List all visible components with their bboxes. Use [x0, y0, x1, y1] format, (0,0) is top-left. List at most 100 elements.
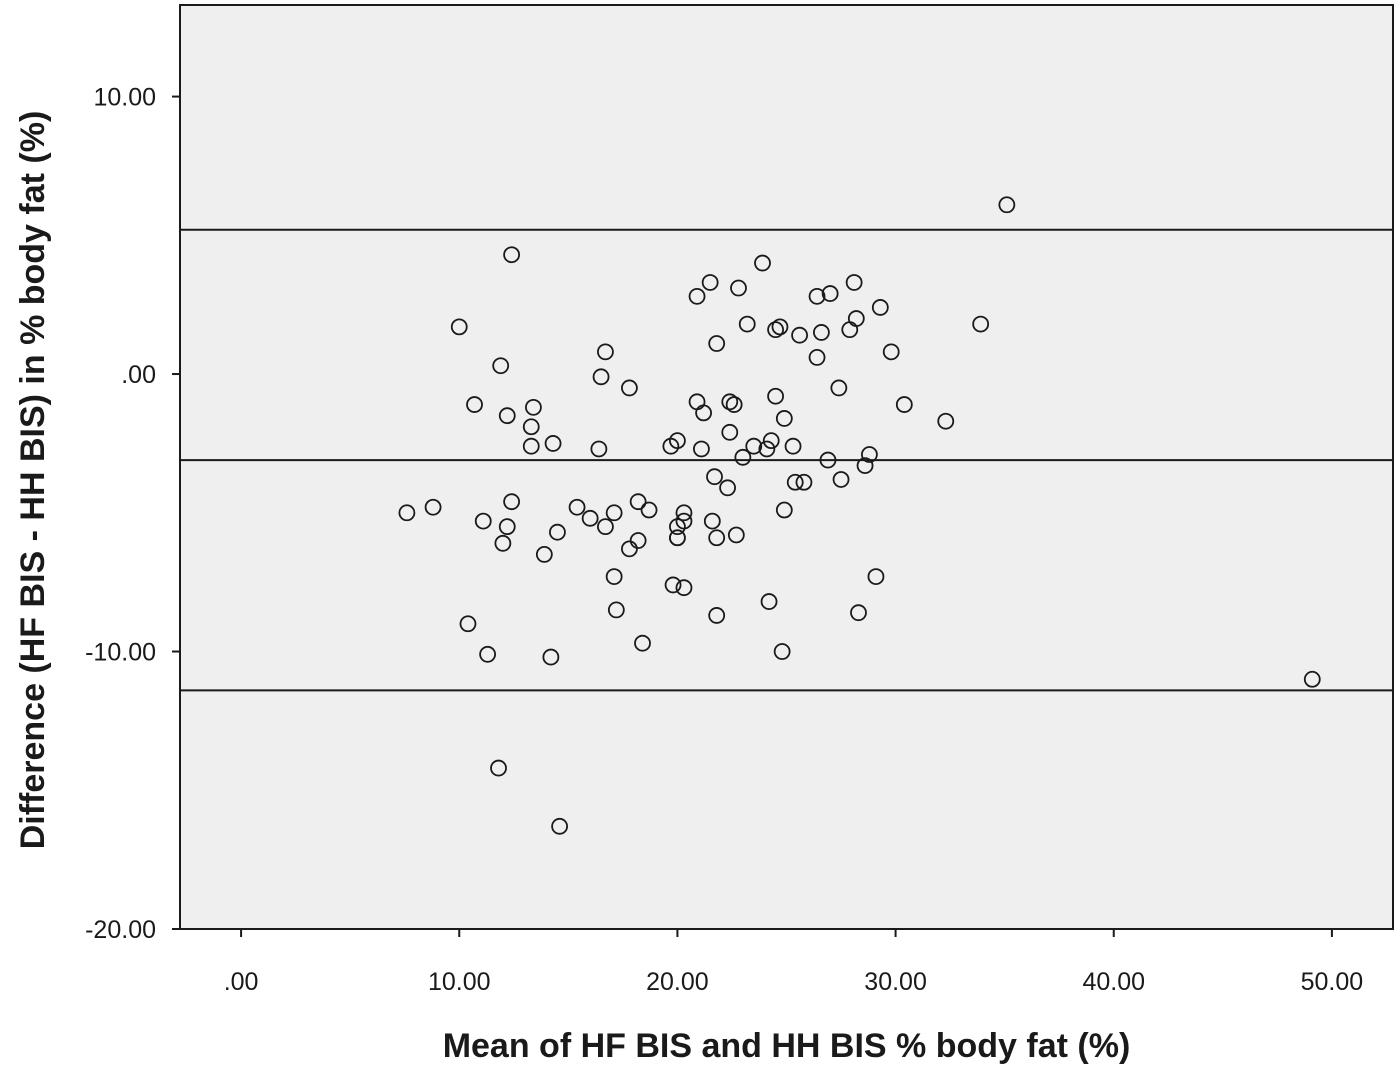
- data-point: [821, 285, 839, 302]
- data-point: [669, 518, 686, 536]
- data-point: [621, 379, 638, 397]
- data-point: [474, 512, 492, 530]
- data-point: [669, 432, 686, 450]
- data-point: [758, 440, 776, 458]
- x-tick-label: 20.00: [646, 968, 709, 996]
- data-point: [703, 512, 721, 530]
- data-point: [754, 254, 771, 272]
- data-point: [813, 324, 830, 341]
- data-points: [398, 196, 1321, 835]
- reference-lines: [180, 228, 1393, 692]
- data-point: [503, 493, 521, 511]
- data-point: [791, 326, 808, 344]
- data-point: [542, 648, 560, 666]
- data-point: [734, 448, 752, 466]
- data-point: [786, 473, 804, 491]
- x-tick-label: 40.00: [1082, 968, 1145, 996]
- data-point: [830, 379, 848, 397]
- data-point: [775, 501, 793, 519]
- data-point: [466, 396, 483, 413]
- data-point: [832, 471, 850, 488]
- data-point: [937, 412, 955, 430]
- data-point: [590, 440, 608, 458]
- y-tick-label: -10.00: [85, 639, 156, 667]
- data-point: [544, 435, 562, 452]
- data-point: [727, 526, 745, 544]
- data-point: [972, 315, 990, 333]
- data-point: [459, 615, 477, 633]
- data-point: [738, 315, 756, 333]
- data-point: [568, 498, 586, 516]
- data-point: [784, 437, 802, 455]
- data-point: [767, 321, 784, 339]
- x-tick-label: 10.00: [428, 968, 491, 996]
- data-point: [450, 318, 468, 336]
- y-tick-label: 10.00: [93, 84, 156, 112]
- data-point: [708, 529, 726, 547]
- data-point: [1303, 670, 1321, 688]
- data-point: [629, 532, 647, 549]
- data-point: [867, 568, 885, 586]
- data-point: [605, 568, 623, 586]
- data-point: [551, 817, 569, 835]
- data-point: [795, 473, 813, 491]
- x-tick-label: 50.00: [1301, 968, 1364, 996]
- y-axis: 10.00 .00 -10.00 -20.00: [85, 84, 180, 944]
- data-point: [767, 387, 784, 405]
- data-point: [871, 299, 889, 316]
- data-point: [695, 404, 712, 422]
- data-point: [730, 279, 747, 297]
- data-point: [535, 546, 553, 563]
- data-point: [808, 287, 826, 305]
- data-point: [895, 396, 913, 413]
- data-point: [503, 246, 521, 264]
- data-point: [819, 451, 837, 469]
- x-tick-label: 30.00: [864, 968, 927, 996]
- data-point: [841, 321, 859, 339]
- data-point: [605, 504, 623, 522]
- data-point: [845, 274, 863, 291]
- data-point: [607, 601, 625, 619]
- data-point: [492, 357, 510, 375]
- data-point: [773, 643, 791, 660]
- data-point: [522, 437, 540, 455]
- data-point: [706, 468, 723, 486]
- data-point: [708, 607, 726, 624]
- data-point: [424, 498, 442, 516]
- data-point: [498, 407, 516, 425]
- data-point: [760, 593, 778, 610]
- data-point: [490, 759, 507, 777]
- y-tick-label: -20.00: [85, 916, 156, 944]
- data-point: [669, 529, 686, 547]
- data-point: [675, 504, 693, 522]
- data-point: [498, 518, 516, 536]
- data-point: [675, 579, 693, 597]
- data-point: [721, 423, 739, 441]
- data-point: [882, 343, 900, 361]
- data-point: [525, 398, 542, 416]
- data-point: [861, 446, 878, 463]
- data-point: [592, 368, 610, 386]
- data-point: [398, 504, 416, 522]
- data-point: [581, 509, 599, 527]
- y-tick-label: .00: [121, 361, 156, 389]
- data-point: [688, 287, 706, 305]
- x-tick-label: .00: [224, 968, 259, 996]
- data-point: [640, 501, 658, 519]
- data-point: [721, 393, 739, 411]
- data-point: [771, 318, 789, 336]
- data-point: [621, 540, 638, 558]
- data-point: [850, 604, 867, 622]
- data-point: [708, 335, 726, 352]
- data-point: [998, 196, 1016, 214]
- data-point: [693, 440, 710, 458]
- data-point: [494, 534, 512, 552]
- x-axis-title: Mean of HF BIS and HH BIS % body fat (%): [443, 1027, 1131, 1065]
- data-point: [479, 645, 497, 663]
- data-point: [701, 274, 719, 291]
- plot-area: [179, 4, 1394, 930]
- data-point: [745, 437, 763, 455]
- data-point: [664, 576, 682, 594]
- data-point: [634, 634, 651, 652]
